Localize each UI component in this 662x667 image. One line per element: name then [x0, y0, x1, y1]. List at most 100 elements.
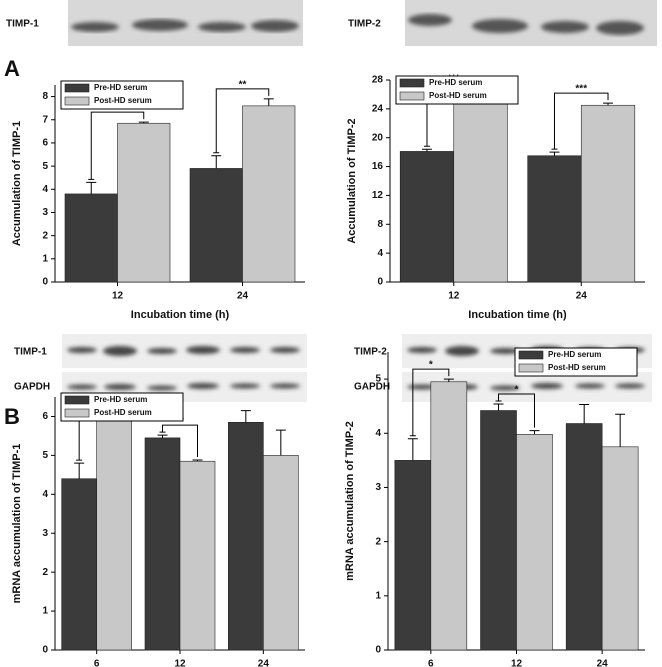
bar [480, 410, 517, 651]
significance-bracket [551, 92, 609, 150]
y-tick-label: 0 [42, 277, 48, 288]
bar [64, 193, 118, 283]
error-bar [615, 413, 626, 447]
bar [453, 95, 508, 283]
bar [580, 104, 636, 283]
bar [399, 151, 455, 283]
significance-bracket [88, 111, 145, 180]
y-tick-label: 7 [42, 114, 48, 125]
legend: Pre-HD serum Post-HD serum [514, 347, 638, 377]
y-tick-label: 0 [42, 645, 48, 656]
legend-swatch [518, 363, 544, 373]
error-bar [421, 148, 432, 152]
legend-label: Post-HD serum [94, 96, 152, 105]
legend-label: Pre-HD serum [548, 350, 601, 359]
y-tick-label: 6 [42, 138, 48, 149]
x-tick-label: 24 [237, 291, 249, 302]
y-tick-label: 4 [42, 489, 48, 500]
bar [527, 155, 582, 283]
y-tick-label: 6 [42, 411, 48, 422]
legend: Pre-HD serum Post-HD serum [60, 80, 184, 110]
x-axis-label: Incubation time (h) [131, 309, 230, 321]
legend-label: Pre-HD serum [94, 83, 147, 92]
legend-swatch [399, 91, 425, 101]
blot-label: GAPDH [354, 382, 390, 393]
y-tick-label: 4 [375, 428, 381, 439]
x-tick-label: 12 [448, 291, 460, 302]
bar [144, 437, 181, 651]
error-bar [263, 98, 274, 106]
x-tick-label: 12 [174, 659, 186, 667]
bar [61, 478, 97, 651]
blot-label: GAPDH [14, 382, 50, 393]
y-tick-label: 1 [42, 253, 48, 264]
bar [117, 122, 171, 283]
blot-image [405, 0, 657, 46]
legend: Pre-HD serum Post-HD serum [395, 75, 519, 105]
significance-label: ** [239, 80, 247, 91]
y-tick-label: 3 [42, 207, 48, 218]
error-bar [157, 434, 168, 438]
error-bar [275, 429, 286, 456]
legend-swatch [64, 83, 90, 93]
legend-swatch [64, 395, 90, 405]
y-tick-label: 24 [372, 103, 384, 114]
y-tick-label: 12 [372, 190, 384, 201]
error-bar [529, 430, 540, 435]
error-bar [443, 378, 454, 382]
y-tick-label: 16 [372, 161, 384, 172]
y-tick-label: 20 [372, 132, 384, 143]
y-tick-label: 0 [377, 277, 383, 288]
blot-image [68, 0, 303, 46]
y-tick-label: 8 [377, 219, 383, 230]
y-axis-label: mRNA accumulation of TIMP-1 [11, 444, 23, 604]
legend-label: Post-HD serum [548, 363, 606, 372]
legend: Pre-HD serum Post-HD serum [60, 392, 184, 422]
significance-bracket [213, 88, 270, 154]
error-bar [211, 155, 222, 169]
bar [96, 420, 132, 651]
y-axis-label: Accumulation of TIMP-1 [11, 121, 23, 246]
x-tick-label: 6 [428, 659, 434, 667]
blot-label: TIMP-1 [6, 19, 39, 30]
y-tick-label: 4 [377, 248, 383, 259]
y-tick-label: 5 [42, 450, 48, 461]
blot-label: TIMP-1 [14, 347, 47, 358]
significance-bracket [495, 393, 535, 428]
legend-swatch [64, 408, 90, 418]
blot-label: TIMP-2 [348, 19, 381, 30]
panel-label: A [4, 56, 20, 81]
y-tick-label: 1 [42, 606, 48, 617]
y-tick-label: 1 [375, 590, 381, 601]
error-bar [192, 459, 203, 462]
error-bar [240, 410, 251, 423]
y-tick-label: 28 [372, 75, 384, 86]
y-axis-label: mRNA accumulation of TIMP-2 [344, 421, 356, 581]
y-tick-label: 3 [375, 482, 381, 493]
x-tick-label: 24 [576, 291, 588, 302]
significance-label: * [515, 385, 519, 396]
bar [179, 460, 216, 651]
significance-label: * [429, 360, 433, 371]
x-tick-label: 6 [94, 659, 100, 667]
y-tick-label: 2 [42, 567, 48, 578]
panel-label: B [4, 404, 20, 429]
x-tick-label: 12 [112, 291, 124, 302]
blot-label: TIMP-2 [354, 347, 387, 358]
legend-label: Pre-HD serum [94, 395, 147, 404]
legend-label: Post-HD serum [94, 408, 152, 417]
error-bar [138, 121, 149, 124]
significance-bracket [159, 424, 198, 458]
error-bar [74, 462, 85, 479]
y-tick-label: 5 [375, 374, 381, 385]
bar [430, 381, 468, 651]
legend-label: Post-HD serum [429, 91, 487, 100]
y-tick-label: 8 [42, 91, 48, 102]
bar [565, 423, 603, 651]
error-bar [493, 403, 504, 411]
x-tick-label: 12 [511, 659, 523, 667]
legend-swatch [518, 350, 544, 360]
legend-swatch [64, 96, 90, 106]
y-tick-label: 0 [375, 645, 381, 656]
y-tick-label: 3 [42, 528, 48, 539]
